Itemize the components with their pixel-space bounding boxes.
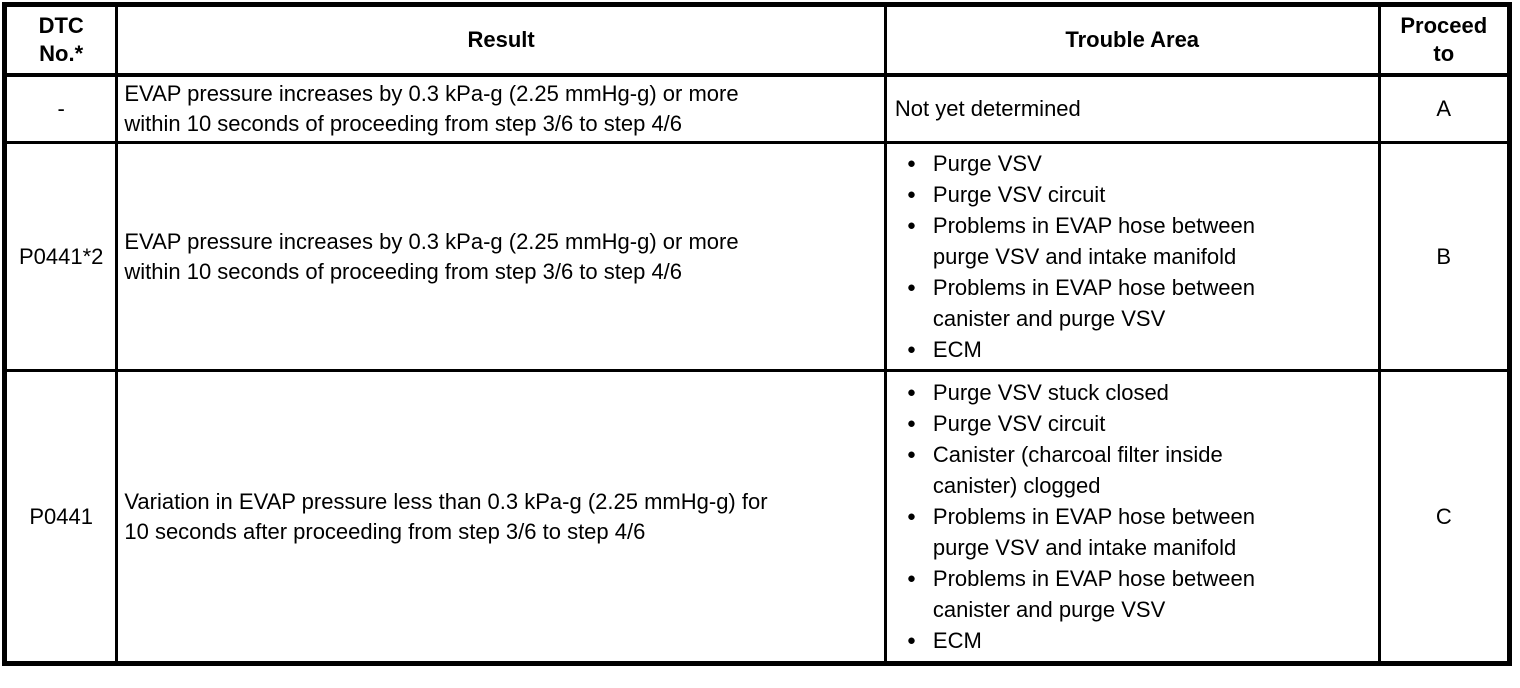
bullet-icon: ● (906, 415, 916, 432)
trouble-area-item: ● Purge VSV circuit (907, 179, 1374, 210)
result-text: EVAP pressure increases by 0.3 kPa-g (2.… (124, 228, 739, 284)
trouble-area-item-text: Canister (charcoal filter inside caniste… (932, 442, 1223, 498)
trouble-area-item-text: ECM (932, 628, 982, 653)
bullet-icon: ● (906, 279, 916, 296)
trouble-area-item: ● Purge VSV circuit (907, 408, 1374, 439)
bullet-icon: ● (906, 384, 916, 401)
result-cell: Variation in EVAP pressure less than 0.3… (115, 369, 887, 665)
trouble-area-item: ● Problems in EVAP hose between canister … (907, 272, 1374, 334)
trouble-area-item-text: Purge VSV circuit (932, 411, 1106, 436)
result-cell: EVAP pressure increases by 0.3 kPa-g (2.… (115, 73, 887, 144)
trouble-area-item-text: Problems in EVAP hose between canister a… (932, 275, 1255, 331)
dtc-diagnostic-table: DTC No.* Result Trouble Area Proceed to … (2, 2, 1512, 666)
dtc-no-cell: - (2, 73, 119, 144)
trouble-area-item-text: ECM (932, 337, 982, 362)
header-result: Result (115, 3, 887, 77)
trouble-area-item: ● Purge VSV stuck closed (907, 377, 1374, 408)
header-proceed-to: Proceed to (1377, 3, 1512, 77)
trouble-area-cell: ● Purge VSV ● Purge VSV circuit ● Problems in… (883, 141, 1381, 372)
bullet-icon: ● (906, 632, 916, 649)
table-row: P0441*2 EVAP pressure increases by 0.3 k… (2, 141, 1512, 372)
bullet-icon: ● (906, 341, 916, 358)
trouble-area-list: ● Purge VSV stuck closed ● Purge VSV circui… (887, 373, 1378, 660)
proceed-to-cell: C (1377, 369, 1512, 665)
result-cell: EVAP pressure increases by 0.3 kPa-g (2.… (115, 141, 887, 372)
trouble-area-item: ● ECM (907, 334, 1374, 365)
trouble-area-item: ● ECM (907, 625, 1374, 656)
trouble-area-item: ● Problems in EVAP hose between purge VSV… (907, 501, 1374, 563)
dtc-no-cell: P0441 (2, 369, 119, 665)
trouble-area-item: ● Canister (charcoal filter inside canist… (907, 439, 1374, 501)
proceed-to-cell: A (1377, 73, 1512, 144)
dtc-no-cell: P0441*2 (2, 141, 119, 372)
trouble-area-text: Not yet determined (894, 95, 1081, 121)
trouble-area-cell: Not yet determined (883, 73, 1381, 144)
table-row: - EVAP pressure increases by 0.3 kPa-g (… (2, 73, 1512, 144)
bullet-icon: ● (906, 446, 916, 463)
trouble-area-item-text: Problems in EVAP hose between canister a… (932, 566, 1255, 622)
trouble-area-item-text: Problems in EVAP hose between purge VSV … (932, 213, 1255, 269)
trouble-area-item: ● Problems in EVAP hose between purge VSV… (907, 210, 1374, 272)
header-trouble-area: Trouble Area (883, 3, 1381, 77)
bullet-icon: ● (906, 155, 916, 172)
trouble-area-item-text: Purge VSV stuck closed (932, 380, 1169, 405)
trouble-area-list: ● Purge VSV ● Purge VSV circuit ● Problems in… (887, 144, 1378, 369)
trouble-area-item: ● Purge VSV (907, 148, 1374, 179)
bullet-icon: ● (906, 186, 916, 203)
trouble-area-item: ● Problems in EVAP hose between canister … (907, 563, 1374, 625)
trouble-area-item-text: Purge VSV (932, 151, 1042, 176)
result-text: EVAP pressure increases by 0.3 kPa-g (2.… (124, 80, 739, 136)
result-text: Variation in EVAP pressure less than 0.3… (124, 488, 768, 544)
header-dtc-no: DTC No.* (2, 3, 119, 77)
table-row: P0441 Variation in EVAP pressure less th… (2, 369, 1512, 665)
trouble-area-cell: ● Purge VSV stuck closed ● Purge VSV circui… (883, 369, 1381, 665)
bullet-icon: ● (906, 508, 916, 525)
bullet-icon: ● (906, 570, 916, 587)
trouble-area-item-text: Purge VSV circuit (932, 182, 1106, 207)
dtc-diagnostic-table-container: DTC No.* Result Trouble Area Proceed to … (2, 2, 1512, 666)
header-row: DTC No.* Result Trouble Area Proceed to (2, 3, 1512, 77)
bullet-icon: ● (906, 217, 916, 234)
proceed-to-cell: B (1377, 141, 1512, 372)
trouble-area-item-text: Problems in EVAP hose between purge VSV … (932, 504, 1255, 560)
